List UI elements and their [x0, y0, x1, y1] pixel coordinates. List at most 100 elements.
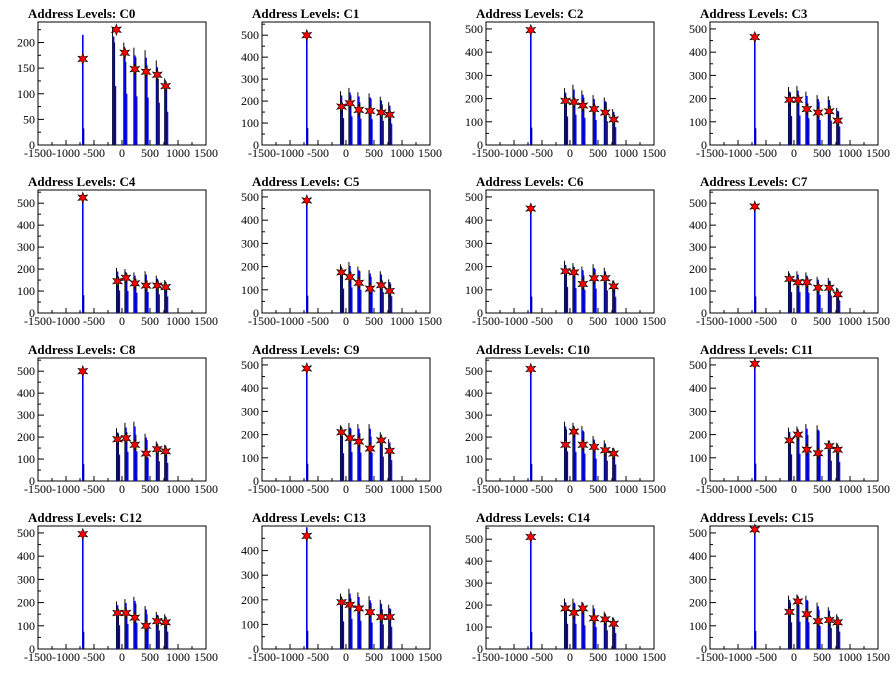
- peak-marker: [784, 93, 796, 107]
- peak-marker: [151, 68, 163, 82]
- x-tick-label: 500: [365, 482, 383, 496]
- peak-marker: [560, 601, 572, 615]
- y-tick-label: 400: [689, 218, 707, 232]
- chart-title: Address Levels: C8: [28, 342, 136, 357]
- y-tick-label: 500: [465, 364, 483, 378]
- y-tick-label: 200: [17, 36, 35, 50]
- x-tick-label: -500: [307, 650, 329, 664]
- plot-frame: [261, 357, 431, 482]
- peak-marker: [364, 104, 376, 118]
- peak-marker: [160, 79, 172, 93]
- peak-marker: [140, 65, 152, 79]
- peak-marker: [568, 265, 580, 279]
- y-tick-label: 100: [689, 115, 707, 129]
- x-tick-label: 1500: [642, 650, 666, 664]
- y-tick-label: 300: [465, 576, 483, 590]
- peak-marker: [560, 264, 572, 278]
- x-tick-label: -1000: [52, 146, 80, 160]
- x-tick-label: 1000: [838, 650, 862, 664]
- chart-panel: Address Levels: C20100200300400500-1500-…: [465, 6, 666, 160]
- x-tick-label: 1500: [866, 314, 890, 328]
- x-tick-label: -1500: [248, 314, 276, 328]
- chart-title: Address Levels: C3: [700, 6, 808, 21]
- chart-panel: Address Levels: C15 0 100 200 300 400 500 -1500…: [689, 510, 890, 664]
- x-tick-label: 1000: [390, 314, 414, 328]
- peak-marker: [599, 612, 611, 626]
- x-tick-label: 0: [119, 314, 125, 328]
- y-tick-label: 300: [465, 408, 483, 422]
- peak-marker: [832, 443, 844, 457]
- plot-frame: [709, 525, 879, 650]
- peak-marker: [384, 108, 396, 122]
- y-tick-label: 200: [689, 428, 707, 442]
- x-tick-label: 1500: [194, 650, 218, 664]
- peak-marker: [801, 102, 813, 116]
- y-tick-label: 0: [253, 306, 259, 320]
- peak-marker: [353, 435, 365, 448]
- y-tick-label: 200: [465, 92, 483, 106]
- peak-marker: [120, 431, 132, 445]
- peak-marker: [608, 617, 620, 631]
- chart-title: Address Levels: C0: [28, 6, 135, 21]
- y-tick-label: 500: [241, 190, 259, 204]
- peak-marker: [375, 433, 387, 447]
- peak-marker: [77, 364, 89, 378]
- y-tick-label: 500: [241, 28, 259, 42]
- x-tick-label: 1500: [866, 650, 890, 664]
- y-tick-label: 0: [29, 306, 35, 320]
- peak-marker: [608, 447, 620, 460]
- x-tick-label: 1000: [838, 314, 862, 328]
- x-tick-label: 0: [791, 650, 797, 664]
- y-tick-label: 400: [17, 386, 35, 400]
- peak-marker: [160, 280, 172, 294]
- x-tick-label: -500: [83, 314, 105, 328]
- peak-marker: [792, 93, 804, 107]
- x-tick-label: 0: [567, 650, 573, 664]
- peak-marker: [120, 606, 132, 620]
- x-tick-label: 500: [365, 146, 383, 160]
- chart-title: Address Levels: C1: [252, 6, 359, 21]
- y-tick-label: 300: [17, 572, 35, 586]
- peak-marker: [749, 30, 761, 44]
- plot-frame: [37, 357, 207, 482]
- y-tick-label: 100: [689, 451, 707, 465]
- chart-panel: Address Levels: C0 0 50 100 150 200 -1500 -1000…: [17, 6, 218, 160]
- peak-marker: [336, 595, 348, 609]
- peak-marker: [301, 193, 313, 207]
- peak-marker: [588, 611, 600, 625]
- x-tick-label: 1500: [418, 146, 442, 160]
- x-tick-label: 0: [791, 482, 797, 496]
- y-tick-label: 100: [241, 116, 259, 130]
- plot-frame: [709, 357, 879, 482]
- peak-marker: [823, 104, 835, 118]
- x-tick-label: -1500: [472, 146, 500, 160]
- peak-marker: [384, 610, 396, 624]
- peak-marker: [812, 446, 824, 460]
- x-tick-label: -1500: [24, 314, 52, 328]
- peak-marker: [160, 444, 172, 458]
- peak-marker: [140, 447, 152, 460]
- chart-title: Address Levels: C5: [252, 174, 360, 189]
- x-tick-label: 500: [813, 146, 831, 160]
- x-tick-label: -1000: [52, 650, 80, 664]
- plot-frame: [709, 189, 879, 314]
- x-tick-label: 1000: [614, 482, 638, 496]
- x-tick-label: -1000: [276, 146, 304, 160]
- y-tick-label: 200: [689, 92, 707, 106]
- y-tick-label: 100: [689, 619, 707, 633]
- peak-marker: [375, 278, 387, 292]
- peak-marker: [560, 438, 572, 452]
- x-tick-label: -500: [531, 482, 553, 496]
- peak-marker: [525, 23, 537, 37]
- peak-marker: [120, 271, 132, 285]
- y-tick-label: 500: [689, 196, 707, 210]
- x-tick-label: -1500: [696, 314, 724, 328]
- peak-marker: [784, 605, 796, 619]
- peak-marker: [801, 443, 813, 457]
- x-tick-label: 1000: [166, 482, 190, 496]
- y-tick-label: 0: [253, 642, 259, 656]
- peak-marker: [336, 265, 348, 279]
- x-tick-label: 0: [119, 482, 125, 496]
- chart-title: Address Levels: C2: [476, 6, 583, 21]
- chart-panel: Address Levels: C14 0 100 200 300 400 500 -1500…: [465, 510, 666, 664]
